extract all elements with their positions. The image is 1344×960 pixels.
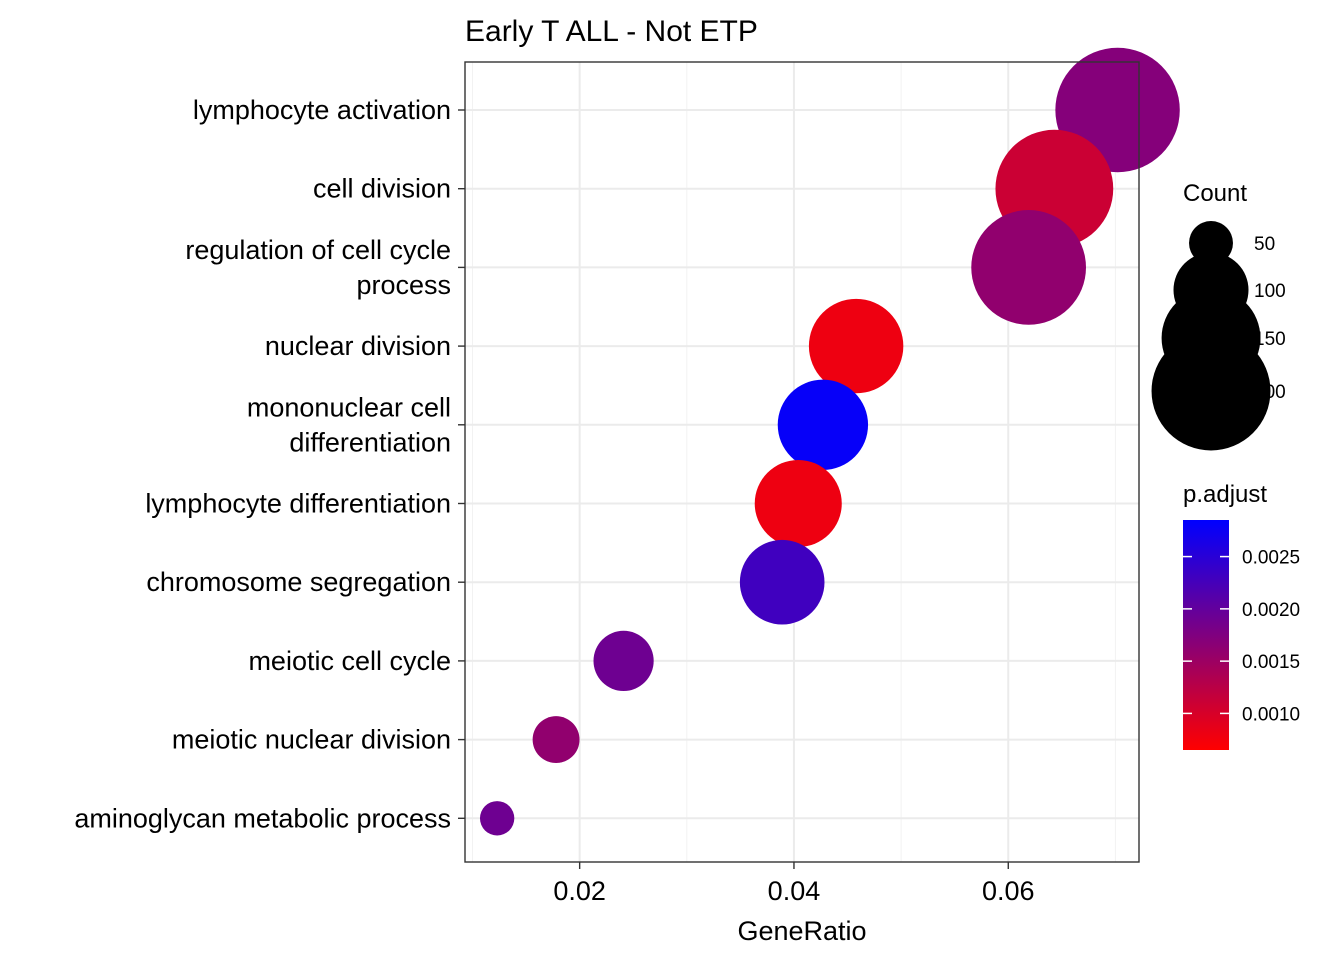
size-legend: Count 50 100 150 200 xyxy=(1151,180,1286,451)
data-point xyxy=(777,379,869,470)
y-tick-label-line: mononuclear cell xyxy=(247,392,451,422)
y-tick-label-line: chromosome segregation xyxy=(146,567,451,597)
y-tick-label-line: lymphocyte differentiation xyxy=(145,489,451,519)
data-point xyxy=(593,630,654,691)
y-tick-label: lymphocyte activation xyxy=(193,95,451,125)
y-tick-label-line: lymphocyte activation xyxy=(193,95,451,125)
y-axis: lymphocyte activation cell division regula… xyxy=(74,95,465,833)
x-axis-label: GeneRatio xyxy=(737,916,866,946)
y-tick-label: nuclear division xyxy=(265,331,451,361)
y-tick-label: cell division xyxy=(313,174,451,204)
size-legend-title: Count xyxy=(1183,180,1247,207)
size-legend-key xyxy=(1189,221,1233,265)
y-tick-label-line: aminoglycan metabolic process xyxy=(74,803,451,833)
size-legend-label: 200 xyxy=(1254,382,1286,403)
colorbar-label: 0.0025 xyxy=(1242,548,1300,569)
y-tick-label-line: process xyxy=(356,270,451,300)
y-tick-label: meiotic cell cycle xyxy=(248,646,451,676)
y-tick-label: aminoglycan metabolic process xyxy=(74,803,451,833)
colorbar xyxy=(1183,520,1229,750)
data-point xyxy=(532,716,580,764)
y-tick-label-line: cell division xyxy=(313,174,451,204)
data-point xyxy=(808,298,904,394)
data-point xyxy=(479,801,515,836)
size-legend-key xyxy=(1151,331,1271,451)
color-legend: p.adjust 0.0010 0.0015 0.0020 0.0025 xyxy=(1183,481,1300,750)
y-tick-label-line: regulation of cell cycle xyxy=(185,235,451,265)
color-legend-title: p.adjust xyxy=(1183,481,1267,508)
size-legend-label: 50 xyxy=(1254,234,1275,255)
data-point xyxy=(739,539,825,625)
data-points xyxy=(479,47,1180,836)
plot-border xyxy=(464,61,1140,863)
x-tick-label: 0.04 xyxy=(768,876,821,906)
x-tick-label: 0.06 xyxy=(982,876,1035,906)
y-tick-label-line: meiotic nuclear division xyxy=(172,725,451,755)
y-tick-label: chromosome segregation xyxy=(146,567,451,597)
size-legend-label: 150 xyxy=(1254,329,1286,350)
size-legend-label: 100 xyxy=(1254,281,1286,302)
colorbar-label: 0.0015 xyxy=(1242,652,1300,673)
y-tick-label-line: differentiation xyxy=(289,427,451,457)
y-tick-label-line: nuclear division xyxy=(265,331,451,361)
plot-panel xyxy=(464,47,1180,863)
y-tick-label: lymphocyte differentiation xyxy=(145,489,451,519)
y-tick-label-line: meiotic cell cycle xyxy=(248,646,451,676)
colorbar-label: 0.0010 xyxy=(1242,704,1300,725)
y-tick-label: mononuclear cell differentiation xyxy=(247,392,451,457)
x-axis: 0.02 0.04 0.06 xyxy=(553,862,1035,906)
colorbar-label: 0.0020 xyxy=(1242,600,1300,621)
y-tick-label: regulation of cell cycle process xyxy=(185,235,451,300)
chart-title: Early T ALL - Not ETP xyxy=(465,15,758,48)
x-tick-label: 0.02 xyxy=(553,876,606,906)
y-tick-label: meiotic nuclear division xyxy=(172,725,451,755)
data-point xyxy=(754,459,842,548)
data-point xyxy=(971,210,1086,325)
